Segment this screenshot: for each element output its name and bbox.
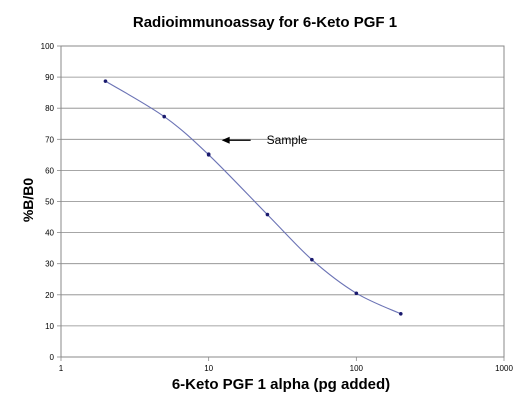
y-tick-label: 0 (50, 353, 55, 362)
sample-label: Sample (267, 133, 308, 147)
y-tick-label: 60 (45, 166, 54, 175)
data-point (103, 79, 108, 83)
sample-point (206, 152, 211, 157)
y-tick-label: 10 (45, 322, 54, 331)
data-point (398, 311, 403, 316)
x-tick-label: 10 (204, 364, 213, 373)
y-tick-label: 50 (45, 198, 54, 207)
data-point (162, 114, 167, 119)
series-line (105, 80, 402, 315)
y-tick-label: 70 (45, 135, 54, 144)
y-tick-label: 100 (41, 42, 55, 51)
x-tick-label: 100 (350, 364, 364, 373)
data-point (265, 212, 270, 217)
chart-title: Radioimmunoassay for 6-Keto PGF 1 (133, 14, 397, 31)
y-tick-label: 90 (45, 73, 54, 82)
y-tick-label: 30 (45, 260, 54, 269)
annotations: Sample (206, 133, 308, 157)
y-axis-ticks: 0 10 20 30 40 50 60 70 80 90 100 (41, 42, 61, 362)
y-axis-label: %B/B0 (20, 178, 36, 223)
x-tick-label: 1000 (495, 364, 513, 373)
data-point (310, 257, 314, 262)
series (103, 79, 403, 316)
sample-arrow-head (221, 136, 230, 144)
data-point (354, 291, 359, 296)
x-tick-label: 1 (59, 364, 64, 373)
y-tick-label: 20 (45, 291, 54, 300)
x-axis-label: 6-Keto PGF 1 alpha (pg added) (172, 376, 390, 393)
y-tick-label: 80 (45, 104, 54, 113)
y-tick-label: 40 (45, 229, 54, 238)
x-axis-ticks: 1 10 100 1000 (59, 357, 513, 373)
grid (61, 76, 504, 327)
